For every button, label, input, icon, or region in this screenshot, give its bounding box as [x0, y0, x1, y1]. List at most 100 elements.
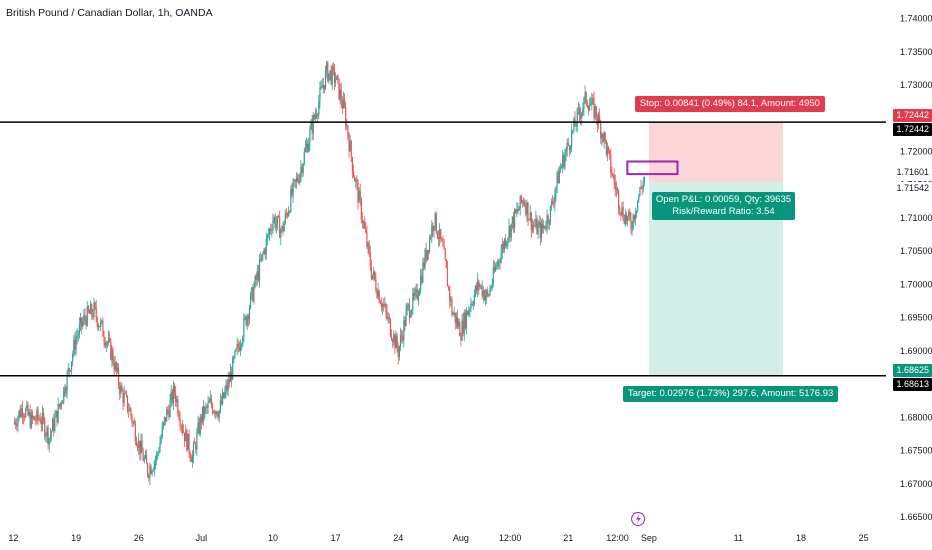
candle-body	[552, 201, 554, 204]
candle-body	[26, 404, 28, 409]
candle-body	[487, 290, 489, 295]
candle-body	[75, 337, 77, 351]
candle-body	[488, 294, 490, 296]
candle-body	[180, 425, 182, 427]
candle-body	[468, 310, 470, 315]
candle-body	[53, 419, 55, 431]
candle-body	[164, 417, 167, 422]
candle-body	[467, 311, 469, 315]
candle-body	[378, 290, 380, 303]
candle-body	[183, 432, 186, 442]
candle-body	[529, 212, 531, 220]
take-profit-label[interactable]: Target: 0.02976 (1.73%) 297.6, Amount: 5…	[622, 385, 839, 402]
candle-body	[415, 289, 417, 291]
candle-body	[330, 70, 332, 85]
candle-body	[527, 202, 529, 221]
candle-body	[463, 312, 465, 334]
candle-body	[93, 302, 95, 318]
candle-body	[524, 202, 526, 206]
candle-body	[455, 317, 458, 324]
candle-body	[65, 391, 67, 394]
stop-loss-label[interactable]: Stop: 0.00841 (0.49%) 84.1, Amount: 4950	[634, 96, 825, 113]
candle-body	[437, 237, 440, 240]
candle-body	[227, 379, 229, 391]
candle-body	[189, 452, 191, 459]
candle-body	[217, 415, 219, 418]
y-tick-label: 1.68000	[900, 412, 932, 422]
candle-body	[279, 216, 281, 238]
candle-body	[111, 349, 113, 360]
candle-body	[350, 140, 352, 158]
candle-body	[298, 181, 300, 183]
candle-body	[450, 299, 452, 301]
price-axis[interactable]: 1.740001.735001.730001.725001.720001.715…	[886, 0, 932, 550]
price-axis-bg	[886, 0, 932, 550]
x-tick-label: 17	[331, 533, 341, 543]
candle-body	[311, 122, 313, 134]
candle-body	[375, 279, 377, 291]
candle-body	[481, 285, 483, 297]
candle-body	[285, 213, 287, 215]
candle-body	[199, 416, 201, 434]
candle-body	[107, 337, 110, 343]
candle-body	[286, 213, 289, 216]
candle-body	[557, 172, 559, 184]
candle-body	[235, 349, 237, 351]
candle-body	[586, 103, 588, 107]
candle-body	[69, 370, 72, 372]
candle-body	[281, 226, 283, 231]
candle-body	[156, 453, 158, 460]
candle-body	[571, 130, 573, 148]
candle-body	[486, 290, 488, 296]
candle-body	[606, 147, 609, 155]
candle-body	[546, 215, 548, 228]
candle-body	[64, 387, 66, 394]
time-axis[interactable]: 12 19 26 Jul 10 17 24 Aug 12:00 21 12:00 Sep 11 18 25	[0, 525, 932, 550]
candle-body	[572, 130, 574, 132]
candle-body	[32, 416, 35, 419]
candle-body	[435, 212, 437, 233]
candle-body	[434, 212, 436, 227]
x-tick-label: 24	[393, 533, 403, 543]
candle-body	[304, 147, 307, 152]
candle-body	[479, 286, 481, 288]
candle-body	[625, 214, 628, 221]
x-tick-label: 12:00	[499, 533, 522, 543]
candle-body	[305, 143, 308, 148]
candle-body	[276, 216, 279, 224]
candle-body	[503, 239, 506, 250]
candle-body	[352, 171, 355, 177]
candle-body	[247, 315, 249, 320]
candle-body	[374, 271, 376, 280]
candle-body	[387, 316, 389, 319]
candle-body	[310, 122, 312, 130]
candle-body	[216, 411, 218, 416]
candle-body	[20, 408, 22, 417]
candle-body	[563, 154, 565, 168]
candle-body	[289, 211, 291, 212]
candle-body	[54, 417, 56, 431]
candle-body	[114, 362, 116, 371]
candle-body	[197, 422, 199, 433]
candle-body	[258, 259, 261, 280]
candle-body	[565, 149, 567, 156]
candle-body	[613, 175, 615, 183]
candle-body	[249, 293, 252, 309]
candle-body	[460, 336, 462, 341]
candle-body	[471, 303, 473, 305]
y-tick-label: 1.73500	[900, 47, 932, 57]
candle-body	[443, 245, 445, 250]
candle-body	[406, 304, 408, 311]
candle-body	[365, 228, 367, 233]
candle-body	[97, 325, 100, 327]
candle-body	[480, 285, 482, 287]
candle-body	[588, 105, 591, 111]
horizontal-levels[interactable]	[0, 121, 886, 377]
candle-body	[492, 267, 494, 284]
candle-body	[371, 274, 374, 279]
y-tick-label: 1.70500	[900, 246, 932, 256]
candle-body	[173, 385, 176, 393]
candle-body	[301, 167, 303, 173]
open-pnl-label[interactable]: Open P&L: 0.00059, Qty: 39635 Risk/Rewar…	[651, 191, 796, 220]
